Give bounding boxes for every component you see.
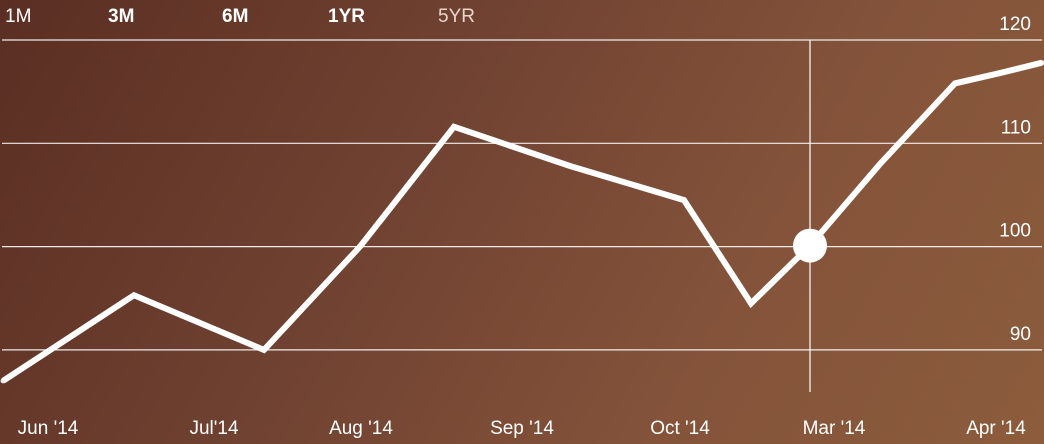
range-tab-5yr[interactable]: 5YR bbox=[438, 6, 475, 27]
data-point bbox=[567, 163, 573, 169]
range-tab-3m[interactable]: 3M bbox=[108, 6, 135, 27]
x-tick-label: Mar '14 bbox=[803, 418, 866, 439]
range-tab-1yr[interactable]: 1YR bbox=[328, 6, 365, 27]
series-line bbox=[1, 59, 1043, 384]
data-point bbox=[952, 80, 958, 86]
range-tab-6m[interactable]: 6M bbox=[222, 6, 249, 27]
x-tick-label: Sep '14 bbox=[490, 418, 554, 439]
data-point bbox=[877, 161, 883, 167]
data-point bbox=[997, 70, 1003, 76]
x-tick-label: Oct '14 bbox=[650, 418, 710, 439]
data-point bbox=[261, 347, 267, 353]
data-point bbox=[451, 124, 457, 130]
data-point bbox=[0, 378, 6, 384]
x-tick-label: Aug '14 bbox=[329, 418, 393, 439]
data-point bbox=[1039, 60, 1044, 66]
data-point bbox=[357, 244, 363, 250]
data-point bbox=[748, 300, 754, 306]
x-tick-label: Jul'14 bbox=[189, 418, 238, 439]
y-tick-label: 90 bbox=[1010, 324, 1031, 345]
range-selector: 1M 3M 6M 1YR 5YR bbox=[0, 0, 600, 40]
data-point bbox=[131, 292, 137, 298]
x-tick-label: Apr '14 bbox=[966, 418, 1026, 439]
y-tick-label: 100 bbox=[999, 221, 1031, 242]
range-tab-1m[interactable]: 1M bbox=[5, 6, 32, 27]
y-tick-label: 120 bbox=[999, 14, 1031, 35]
data-point bbox=[681, 197, 687, 203]
highlight-dot bbox=[793, 228, 827, 263]
x-tick-label: Jun '14 bbox=[18, 418, 79, 439]
y-tick-label: 110 bbox=[1001, 117, 1031, 138]
